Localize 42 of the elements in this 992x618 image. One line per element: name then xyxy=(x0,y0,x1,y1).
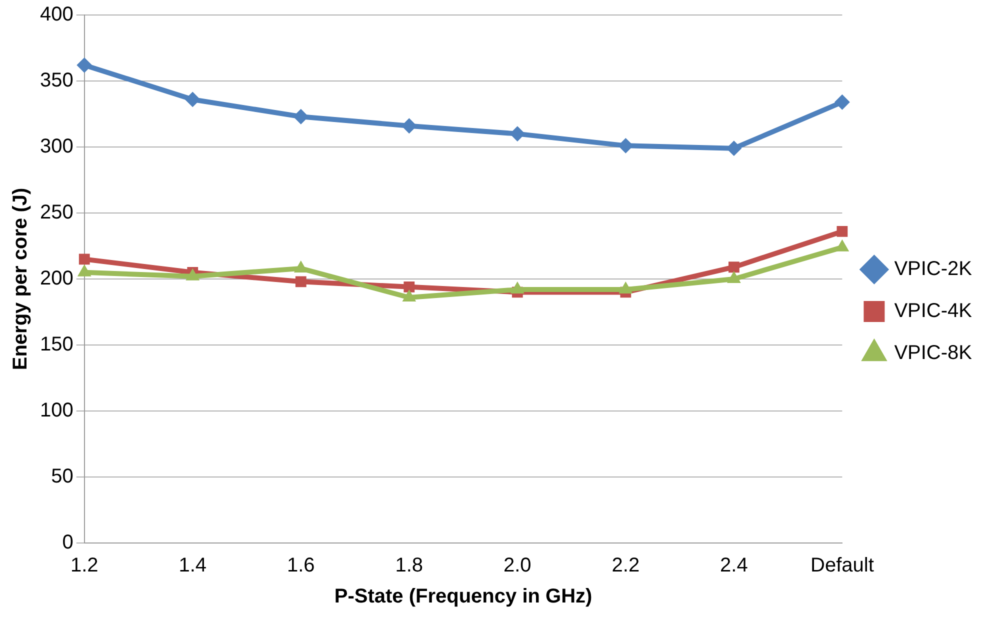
point xyxy=(294,260,308,272)
x-axis-title: P-State (Frequency in GHz) xyxy=(334,586,592,608)
x-tick-label: 1.4 xyxy=(178,554,207,577)
point xyxy=(728,262,740,273)
y-tick-label: 50 xyxy=(51,466,74,488)
x-tick-label: 2.2 xyxy=(612,554,640,577)
y-tick-label: 150 xyxy=(40,334,74,356)
point xyxy=(618,138,634,154)
y-axis-title: Energy per core (J) xyxy=(10,188,32,370)
point xyxy=(293,109,308,124)
point xyxy=(834,94,850,110)
point xyxy=(510,282,524,294)
point xyxy=(78,264,91,276)
y-tick-label: 200 xyxy=(40,268,74,290)
point xyxy=(836,240,849,252)
y-tick-label: 100 xyxy=(40,400,74,422)
point xyxy=(78,254,90,265)
x-tick-label: Default xyxy=(810,554,874,577)
x-tick-label: 2.0 xyxy=(504,554,532,577)
x-tick-label: 1.8 xyxy=(395,554,424,577)
legend-label: VPIC-8K xyxy=(894,342,973,364)
x-tick-label: 1.2 xyxy=(70,554,98,577)
point xyxy=(402,118,417,134)
legend-label: VPIC-2K xyxy=(894,258,973,280)
y-tick-label: 250 xyxy=(40,202,74,224)
y-tick-label: 0 xyxy=(62,532,74,554)
legend-label: VPIC-4K xyxy=(894,300,973,322)
y-tick-label: 400 xyxy=(40,4,74,26)
point xyxy=(510,126,525,142)
point xyxy=(836,226,848,237)
point xyxy=(619,282,632,294)
point xyxy=(295,276,306,288)
point xyxy=(727,272,740,283)
point xyxy=(185,92,200,107)
y-tick-label: 300 xyxy=(40,136,74,158)
x-tick-label: 2.4 xyxy=(720,554,748,577)
point xyxy=(402,290,416,302)
point xyxy=(186,268,200,280)
point xyxy=(404,281,415,292)
point xyxy=(76,58,92,73)
x-tick-label: 1.6 xyxy=(286,554,315,577)
y-tick-label: 350 xyxy=(40,70,74,92)
